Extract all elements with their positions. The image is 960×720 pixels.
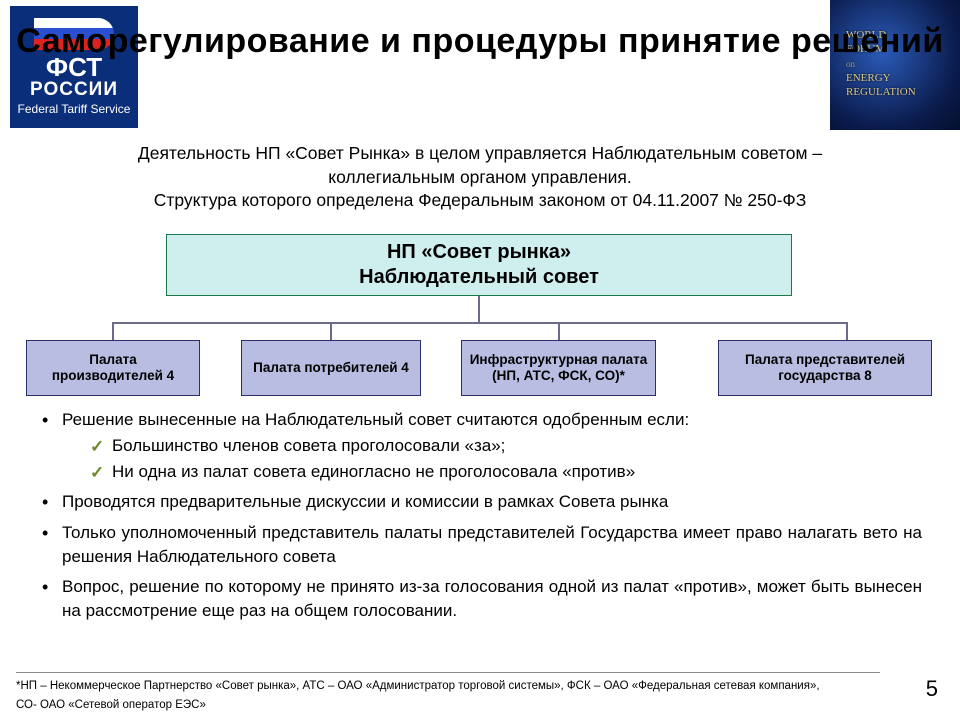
page-number: 5 bbox=[926, 676, 938, 702]
chamber-infrastructure: Инфраструктурная палата (НП, АТС, ФСК, С… bbox=[461, 340, 656, 396]
logo-line-2: РОССИИ bbox=[30, 80, 118, 101]
bullet-3: Только уполномоченный представитель пала… bbox=[38, 521, 922, 569]
org-connector-drop-3 bbox=[558, 324, 560, 340]
bullet-1-text: Решение вынесенные на Наблюдательный сов… bbox=[62, 410, 689, 429]
logo-line-3: Federal Tariff Service bbox=[18, 102, 131, 116]
bullet-1a: Большинство членов совета проголосовали … bbox=[62, 434, 922, 458]
bullet-2: Проводятся предварительные дискуссии и к… bbox=[38, 490, 922, 514]
bullet-1: Решение вынесенные на Наблюдательный сов… bbox=[38, 408, 922, 484]
slide-title: Саморегулирование и процедуры принятие р… bbox=[0, 22, 960, 61]
org-connector-drop-1 bbox=[112, 324, 114, 340]
org-top-box: НП «Совет рынка» Наблюдательный совет bbox=[166, 234, 792, 296]
org-connector-drop-2 bbox=[330, 324, 332, 340]
org-connector-drop-4 bbox=[846, 324, 848, 340]
footnote-line-1: *НП – Некоммерческое Партнерство «Совет … bbox=[16, 680, 820, 692]
intro-line-2: коллегиальным органом управления. bbox=[328, 167, 632, 187]
intro-line-1: Деятельность НП «Совет Рынка» в целом уп… bbox=[138, 143, 822, 163]
bullet-4: Вопрос, решение по которому не принято и… bbox=[38, 575, 922, 623]
chamber-producers: Палата производителей 4 bbox=[26, 340, 200, 396]
bullet-block: Решение вынесенные на Наблюдательный сов… bbox=[38, 408, 922, 629]
org-top-line-2: Наблюдательный совет bbox=[359, 265, 599, 290]
footnote: *НП – Некоммерческое Партнерство «Совет … bbox=[16, 672, 880, 714]
footnote-line-2: СО- ОАО «Сетевой оператор ЕЭС» bbox=[16, 699, 206, 711]
org-connector-trunk bbox=[478, 296, 480, 322]
chamber-consumers: Палата потребителей 4 bbox=[241, 340, 421, 396]
org-top-line-1: НП «Совет рынка» bbox=[387, 240, 571, 265]
intro-paragraph: Деятельность НП «Совет Рынка» в целом уп… bbox=[40, 142, 920, 213]
globe-decoration: WORLD FORUM on ENERGY REGULATION bbox=[830, 0, 960, 130]
chamber-government: Палата представителей государства 8 bbox=[718, 340, 932, 396]
bullet-1b: Ни одна из палат совета единогласно не п… bbox=[62, 460, 922, 484]
intro-line-3: Структура которого определена Федеральны… bbox=[154, 190, 807, 210]
org-connector-hbar bbox=[112, 322, 848, 324]
